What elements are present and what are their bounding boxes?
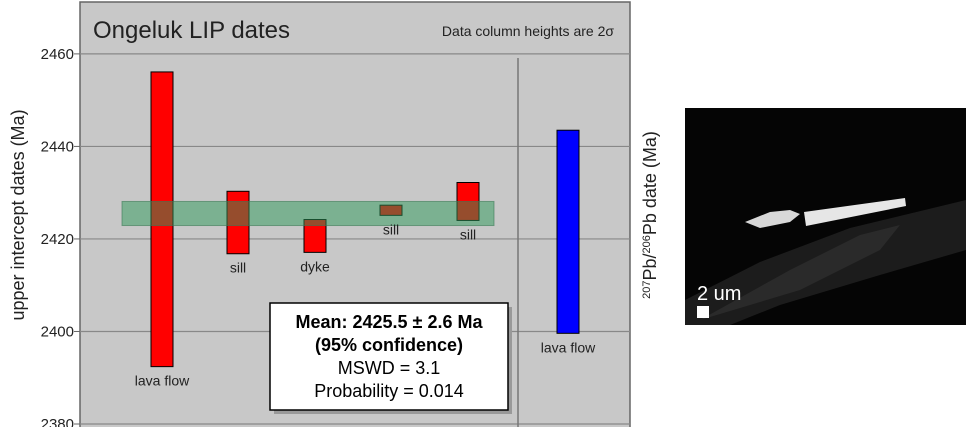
y-tick-label: 2440 bbox=[41, 138, 74, 155]
scale-label: 2 um bbox=[697, 283, 741, 305]
image-y-label: 207Pb/206Pb date (Ma) bbox=[640, 131, 660, 299]
superscript: 207 bbox=[641, 281, 653, 299]
note: Data column heights are 2σ bbox=[442, 23, 614, 39]
superscript: 206 bbox=[641, 235, 653, 253]
label-part: Pb date (Ma) bbox=[640, 131, 660, 235]
category-label: dyke bbox=[300, 258, 330, 274]
y-tick-label: 2420 bbox=[41, 231, 74, 248]
category-label: sill bbox=[460, 226, 476, 242]
annotation-line: MSWD = 3.1 bbox=[338, 358, 441, 378]
annotation-line: (95% confidence) bbox=[315, 335, 463, 355]
page: Ongeluk LIP dates Data column heights ar… bbox=[0, 0, 966, 427]
category-label: sill bbox=[230, 260, 246, 276]
y-tick-label: 2460 bbox=[41, 46, 74, 63]
y-tick-label: 2400 bbox=[41, 323, 74, 340]
y-tick-label: 2380 bbox=[41, 416, 74, 427]
annotation-line: Probability = 0.014 bbox=[314, 381, 464, 401]
category-label: sill bbox=[383, 221, 399, 237]
range-bar bbox=[557, 130, 579, 333]
chart-title: Ongeluk LIP dates bbox=[93, 17, 290, 44]
mean-band bbox=[122, 201, 494, 225]
category-label: lava flow bbox=[135, 373, 190, 389]
chart: Ongeluk LIP dates Data column heights ar… bbox=[0, 0, 966, 427]
scale-bar bbox=[697, 306, 709, 318]
y-axis-label: upper intercept dates (Ma) bbox=[8, 109, 28, 320]
label-part: Pb/ bbox=[640, 254, 660, 281]
category-label: lava flow bbox=[541, 339, 596, 355]
annotation-line: Mean: 2425.5 ± 2.6 Ma bbox=[296, 312, 484, 332]
